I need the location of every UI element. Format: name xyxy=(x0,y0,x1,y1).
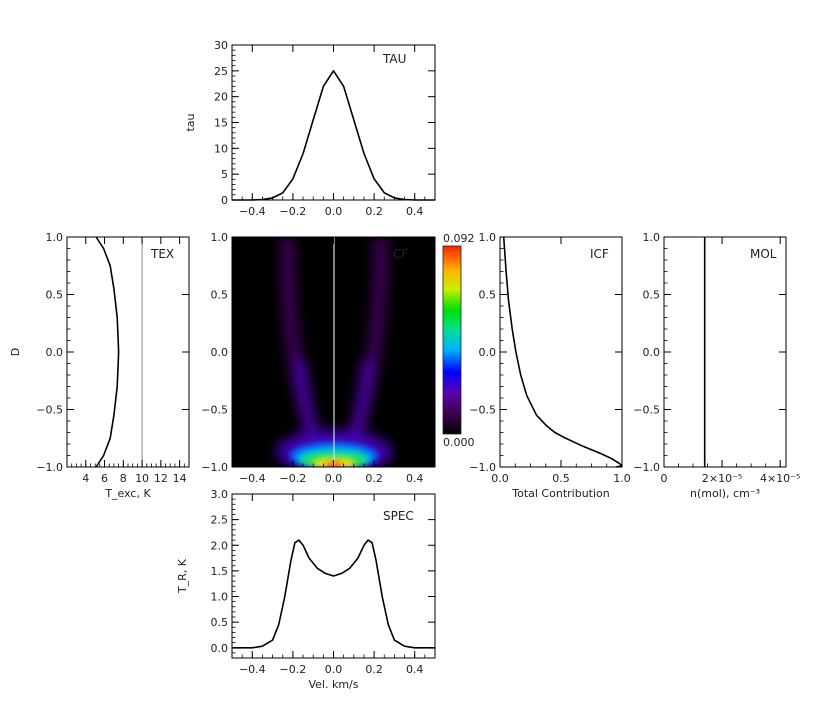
cf-ytick-label-3: 0.5 xyxy=(211,289,229,302)
tau-ytick-label-0: 0 xyxy=(221,194,228,207)
tex-frame xyxy=(66,236,190,468)
tau-ytick-label-3: 15 xyxy=(214,117,228,130)
tex-xtick-label-4: 12 xyxy=(154,472,168,485)
mol-ytick-label-3: 0.5 xyxy=(643,289,661,302)
cf-heatmap-image xyxy=(232,237,435,467)
spec-title: SPEC xyxy=(383,509,414,523)
tau-ytick-label-4: 20 xyxy=(214,91,228,104)
icf-series-0-line xyxy=(502,236,623,468)
tex-ylabel: D xyxy=(9,348,22,356)
spec-ytick-label-5: 2.5 xyxy=(211,514,229,527)
icf-ytick-label-0: −1.0 xyxy=(469,461,496,474)
spec-ytick-label-4: 2.0 xyxy=(211,539,229,552)
tau-ytick-label-5: 25 xyxy=(214,65,228,78)
cf-ytick-label-0: −1.0 xyxy=(201,461,228,474)
cf-xtick-label-0: −0.4 xyxy=(239,472,266,485)
tex-xtick-label-0: 4 xyxy=(82,472,89,485)
tex-panel: 4 6 8 10 12 14 −1.0 −0.5 0.0 0.5 1.0 TEX T_exc, K D xyxy=(9,231,190,500)
tex-title: TEX xyxy=(150,247,174,261)
icf-xtick-label-0: 0.0 xyxy=(491,472,509,485)
mol-ytick-label-0: −1.0 xyxy=(633,461,660,474)
tex-xtick-label-5: 14 xyxy=(173,472,187,485)
spec-xtick-label-4: 0.4 xyxy=(406,663,424,676)
cf-colorbar xyxy=(442,245,462,435)
spec-panel: −0.4 −0.2 0.0 0.2 0.4 0.0 0.5 1.0 1.5 2.0 2.5 3.0 SP… xyxy=(176,488,436,691)
tex-ytick-label-0: −1.0 xyxy=(36,461,63,474)
tex-ytick-label-2: 0.0 xyxy=(46,346,64,359)
cf-xtick-label-4: 0.4 xyxy=(406,472,424,485)
tex-ytick-label-4: 1.0 xyxy=(46,231,64,244)
spec-ytick-label-1: 0.5 xyxy=(211,616,229,629)
mol-ytick-label-1: −0.5 xyxy=(633,404,660,417)
cf-colorbar-min-label: 0.000 xyxy=(443,436,475,449)
tau-panel: −0.4 −0.2 0.0 0.2 0.4 0 5 10 15 20 25 30 TAU tau xyxy=(184,39,436,218)
spec-xtick-label-3: 0.2 xyxy=(365,663,383,676)
cf-ytick-label-1: −0.5 xyxy=(201,404,228,417)
tau-series-0-line xyxy=(232,70,435,201)
icf-frame xyxy=(499,236,623,468)
tau-frame xyxy=(231,44,436,201)
icf-ytick-label-1: −0.5 xyxy=(469,404,496,417)
cf-title: CF xyxy=(393,247,408,261)
icf-ytick-label-4: 1.0 xyxy=(479,231,497,244)
tau-xtick-label-1: −0.2 xyxy=(280,205,307,218)
tex-xlabel: T_exc, K xyxy=(104,487,151,500)
tex-xtick-label-1: 6 xyxy=(101,472,108,485)
mol-ytick-label-4: 1.0 xyxy=(643,231,661,244)
tau-xtick-label-4: 0.4 xyxy=(406,205,424,218)
icf-ytick-label-3: 0.5 xyxy=(479,289,497,302)
cf-colorbar-max-label: 0.092 xyxy=(443,232,475,245)
spec-xtick-label-1: −0.2 xyxy=(280,663,307,676)
cf-xtick-label-3: 0.2 xyxy=(365,472,383,485)
tau-ytick-label-1: 5 xyxy=(221,168,228,181)
mol-xtick-label-1: 2×10⁻⁵ xyxy=(702,472,742,485)
icf-panel: 0.0 0.5 1.0 −1.0 −0.5 0.0 0.5 1.0 ICF Total Contr… xyxy=(469,231,630,500)
spec-xtick-label-2: 0.0 xyxy=(325,663,343,676)
mol-xtick-label-2: 4×10⁻⁵ xyxy=(760,472,800,485)
cf-ytick-label-2: 0.0 xyxy=(211,346,229,359)
spec-ytick-label-0: 0.0 xyxy=(211,642,229,655)
tex-series-0-line xyxy=(95,236,120,468)
tau-title: TAU xyxy=(382,52,406,66)
spec-ytick-label-6: 3.0 xyxy=(211,488,229,501)
tau-xtick-label-0: −0.4 xyxy=(239,205,266,218)
spec-xtick-label-0: −0.4 xyxy=(239,663,266,676)
tex-ytick-label-3: 0.5 xyxy=(46,289,64,302)
tau-xtick-label-2: 0.0 xyxy=(325,205,343,218)
mol-panel: 0 2×10⁻⁵ 4×10⁻⁵ −1.0 −0.5 0.0 0.5 1.0 MOL n(mol),… xyxy=(633,231,800,500)
tau-ytick-label-6: 30 xyxy=(214,39,228,52)
mol-frame xyxy=(663,236,787,468)
icf-ytick-label-2: 0.0 xyxy=(479,346,497,359)
spec-xlabel: Vel. km/s xyxy=(308,678,358,691)
cf-xtick-label-1: −0.2 xyxy=(280,472,307,485)
spec-ytick-label-3: 1.5 xyxy=(211,565,229,578)
icf-title: ICF xyxy=(590,247,609,261)
mol-ytick-label-2: 0.0 xyxy=(643,346,661,359)
spec-ytick-label-2: 1.0 xyxy=(211,591,229,604)
mol-xlabel: n(mol), cm⁻³ xyxy=(690,487,760,500)
icf-xtick-label-2: 1.0 xyxy=(613,472,631,485)
cf-xtick-label-2: 0.0 xyxy=(325,472,343,485)
tau-ylabel: tau xyxy=(184,113,197,131)
cf-ytick-label-4: 1.0 xyxy=(211,231,229,244)
tex-xtick-label-2: 8 xyxy=(120,472,127,485)
cf-panel: −0.4 −0.2 0.0 0.2 0.4 −1.0 −0.5 0.0 0.5 1.0 CF xyxy=(201,231,436,485)
tau-xtick-label-3: 0.2 xyxy=(365,205,383,218)
spec-series-0-line xyxy=(232,539,435,649)
tex-ytick-label-1: −0.5 xyxy=(36,404,63,417)
tau-ytick-label-2: 10 xyxy=(214,142,228,155)
mol-title: MOL xyxy=(750,247,777,261)
icf-xlabel: Total Contribution xyxy=(511,487,610,500)
mol-xtick-label-0: 0 xyxy=(661,472,668,485)
icf-xtick-label-1: 0.5 xyxy=(552,472,570,485)
spec-ylabel: T_R, K xyxy=(176,558,189,594)
tex-xtick-label-3: 10 xyxy=(135,472,149,485)
